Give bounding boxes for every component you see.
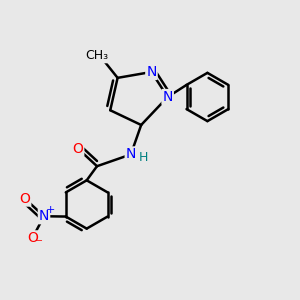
Text: H: H bbox=[139, 151, 148, 164]
Text: CH₃: CH₃ bbox=[85, 49, 109, 62]
Text: ⁻: ⁻ bbox=[35, 236, 43, 251]
Text: N: N bbox=[39, 209, 49, 223]
Text: O: O bbox=[27, 231, 38, 245]
Text: +: + bbox=[46, 205, 55, 215]
Text: N: N bbox=[146, 65, 157, 79]
Text: O: O bbox=[72, 142, 83, 155]
Text: N: N bbox=[126, 147, 136, 161]
Text: N: N bbox=[163, 90, 173, 104]
Text: O: O bbox=[20, 192, 30, 206]
